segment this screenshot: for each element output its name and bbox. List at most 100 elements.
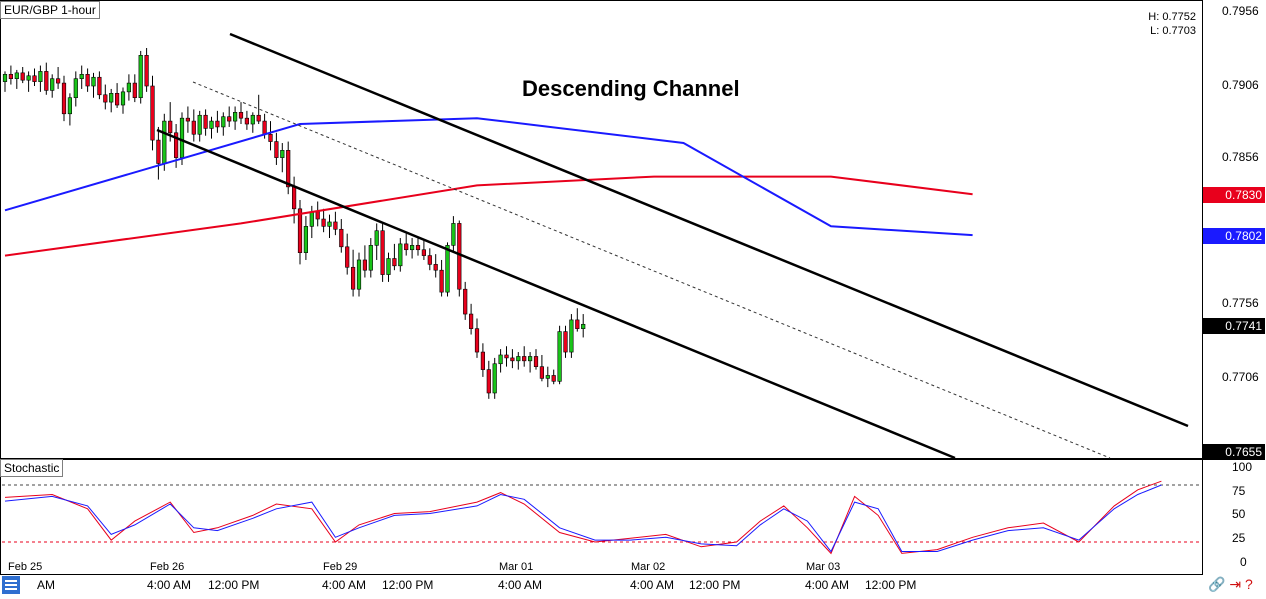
main-pane-border	[0, 0, 1203, 459]
time-label: 12:00 PM	[865, 578, 917, 592]
candle-body	[32, 75, 37, 82]
candle-body	[150, 85, 155, 141]
link-icon[interactable]: 🔗	[1208, 576, 1226, 592]
candle-body	[563, 331, 568, 353]
price-tick: 0.7856	[1222, 150, 1259, 164]
candle-body	[215, 120, 220, 128]
candle-body	[457, 223, 462, 290]
candle-body	[504, 354, 509, 359]
candle-body	[415, 245, 421, 251]
candle-body	[345, 246, 350, 268]
candle-body	[156, 139, 161, 164]
candle-body	[73, 78, 78, 99]
candle-body	[533, 356, 539, 367]
candle-body	[50, 78, 55, 91]
candle-body	[374, 230, 379, 246]
candle-body	[197, 114, 202, 135]
candle-body	[492, 363, 497, 394]
candle-body	[103, 94, 108, 103]
time-label: 4:00 AM	[498, 578, 543, 592]
price-tag-bottom: 0.7655	[1203, 444, 1265, 460]
main-pane-bg	[0, 0, 1203, 459]
candle-body	[350, 266, 356, 290]
candle-body	[250, 114, 255, 125]
price-tag-fast-ma: 0.7802	[1203, 228, 1265, 244]
candle-body	[221, 116, 226, 128]
candle-body	[238, 112, 244, 119]
candle-body	[55, 78, 61, 84]
menu-icon[interactable]	[2, 576, 20, 594]
channel-upper-line	[229, 32, 1189, 428]
stoch-tick: 0	[1240, 555, 1247, 569]
time-label: 12:00 PM	[382, 578, 434, 592]
date-label: Mar 01	[499, 561, 534, 573]
candle-body	[439, 269, 444, 293]
candle-body	[203, 114, 208, 129]
candle-body	[545, 375, 550, 379]
candle-body	[368, 245, 373, 271]
time-label: 12:00 PM	[689, 578, 741, 592]
price-tick: 0.7756	[1222, 296, 1259, 310]
stoch-tick: 100	[1232, 460, 1253, 474]
time-label: 4:00 AM	[147, 578, 192, 592]
candle-body	[474, 328, 480, 353]
candle-body	[575, 319, 580, 329]
date-label: Feb 29	[323, 561, 358, 573]
price-tag-current: 0.7741	[1203, 318, 1265, 334]
descending-channel-layer	[156, 32, 1189, 460]
candle-body	[120, 91, 126, 106]
candle-body	[333, 221, 338, 230]
arrow-right-icon[interactable]: ⇥	[1229, 576, 1242, 592]
candle-body	[168, 120, 173, 134]
candle-body	[191, 120, 196, 135]
candle-body	[162, 120, 167, 164]
candle-body	[138, 55, 143, 99]
candle-body	[227, 116, 232, 122]
candle-body	[339, 228, 344, 248]
candle-body	[433, 264, 438, 271]
candle-body	[185, 117, 191, 122]
candle-body	[179, 117, 185, 158]
candle-body	[522, 356, 527, 362]
candle-body	[380, 230, 385, 275]
candle-body	[14, 72, 19, 80]
candle-body	[91, 76, 96, 87]
candle-body	[404, 243, 409, 251]
candle-body	[398, 243, 403, 267]
candle-body	[451, 223, 456, 246]
time-label: 4:00 AM	[322, 578, 367, 592]
stoch-tick: 75	[1232, 484, 1246, 498]
candle-body	[126, 82, 131, 93]
candle-body	[256, 114, 261, 122]
candle-body	[2, 74, 8, 82]
candle-body	[362, 259, 368, 271]
candle-body	[445, 245, 450, 293]
candle-body	[569, 319, 574, 353]
candle-body	[297, 208, 303, 253]
candle-body	[67, 97, 72, 115]
candle-body	[268, 133, 273, 142]
date-label: Feb 26	[150, 561, 185, 573]
candle-body	[115, 93, 120, 106]
date-label: Mar 02	[631, 561, 666, 573]
chart-controls: 🔗 ⇥ ?	[1208, 576, 1253, 593]
candle-body	[498, 354, 503, 365]
low-label: L: 0.7703	[1150, 25, 1196, 37]
candle-body	[97, 76, 102, 96]
candle-body	[303, 226, 309, 253]
candle-body	[132, 82, 137, 99]
candle-body	[109, 93, 114, 103]
stochastic-layer	[2, 480, 1202, 555]
help-icon[interactable]: ?	[1244, 576, 1253, 592]
high-label: H: 0.7752	[1148, 11, 1196, 23]
candle-body	[421, 249, 427, 256]
candle-body	[516, 356, 521, 362]
slow-moving-average	[4, 175, 973, 257]
candle-body	[291, 186, 297, 210]
time-label: 4:00 AM	[630, 578, 675, 592]
candle-body	[527, 356, 533, 362]
price-tick: 0.7706	[1222, 370, 1259, 384]
price-tag-slow-ma: 0.7830	[1203, 187, 1265, 203]
symbol-label: EUR/GBP 1-hour	[0, 1, 100, 19]
